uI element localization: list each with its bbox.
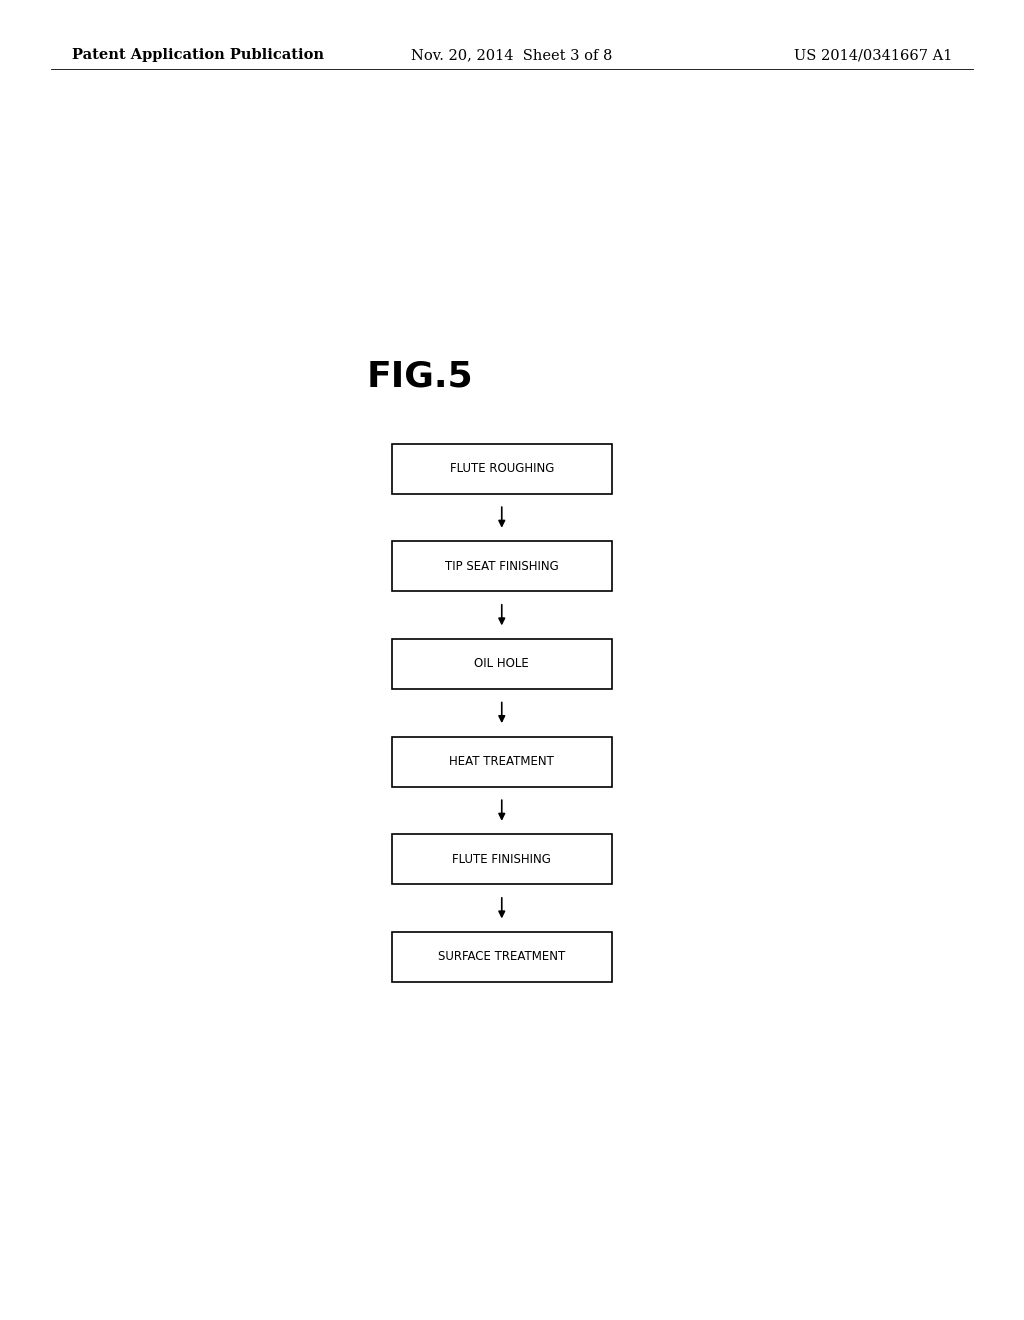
Text: TIP SEAT FINISHING: TIP SEAT FINISHING bbox=[444, 560, 559, 573]
FancyBboxPatch shape bbox=[391, 737, 612, 787]
Text: Patent Application Publication: Patent Application Publication bbox=[72, 49, 324, 62]
Text: US 2014/0341667 A1: US 2014/0341667 A1 bbox=[794, 49, 952, 62]
Text: FLUTE FINISHING: FLUTE FINISHING bbox=[453, 853, 551, 866]
Text: HEAT TREATMENT: HEAT TREATMENT bbox=[450, 755, 554, 768]
Text: SURFACE TREATMENT: SURFACE TREATMENT bbox=[438, 950, 565, 964]
FancyBboxPatch shape bbox=[391, 834, 612, 884]
Text: FLUTE ROUGHING: FLUTE ROUGHING bbox=[450, 462, 554, 475]
Text: OIL HOLE: OIL HOLE bbox=[474, 657, 529, 671]
FancyBboxPatch shape bbox=[391, 932, 612, 982]
Text: Nov. 20, 2014  Sheet 3 of 8: Nov. 20, 2014 Sheet 3 of 8 bbox=[412, 49, 612, 62]
Text: FIG.5: FIG.5 bbox=[367, 359, 473, 393]
FancyBboxPatch shape bbox=[391, 541, 612, 591]
FancyBboxPatch shape bbox=[391, 444, 612, 494]
FancyBboxPatch shape bbox=[391, 639, 612, 689]
